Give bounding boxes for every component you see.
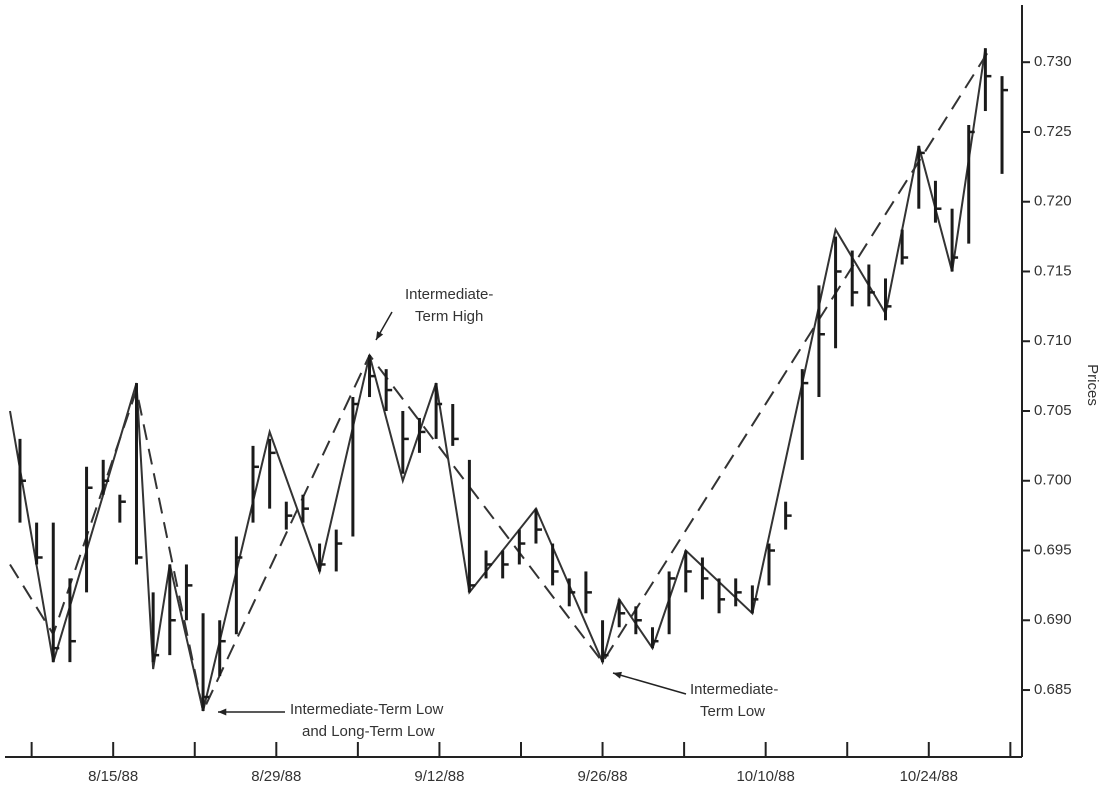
arrow-head bbox=[218, 708, 227, 716]
x-tick-label: 8/29/88 bbox=[251, 768, 301, 785]
annotation: Intermediate-Term Low bbox=[290, 701, 444, 718]
arrow-head bbox=[376, 331, 384, 340]
y-axis-label: Prices bbox=[1084, 364, 1101, 406]
y-tick-label: 0.715 bbox=[1034, 262, 1072, 279]
annotation: Term High bbox=[415, 308, 483, 325]
y-tick-label: 0.725 bbox=[1034, 123, 1072, 140]
x-tick-label: 10/24/88 bbox=[900, 768, 958, 785]
annotation: Intermediate- bbox=[405, 286, 493, 303]
y-tick-label: 0.695 bbox=[1034, 541, 1072, 558]
y-tick-label: 0.690 bbox=[1034, 611, 1072, 628]
annotation: Intermediate- bbox=[690, 681, 778, 698]
x-tick-label: 8/15/88 bbox=[88, 768, 138, 785]
annotation: Term Low bbox=[700, 703, 765, 720]
y-tick-label: 0.710 bbox=[1034, 332, 1072, 349]
x-tick-label: 10/10/88 bbox=[736, 768, 794, 785]
arrow-head bbox=[613, 671, 622, 679]
y-tick-label: 0.700 bbox=[1034, 472, 1072, 489]
y-tick-label: 0.705 bbox=[1034, 402, 1072, 419]
y-tick-label: 0.685 bbox=[1034, 681, 1072, 698]
annotation: and Long-Term Low bbox=[302, 723, 435, 740]
x-tick-label: 9/12/88 bbox=[414, 768, 464, 785]
annotation-arrow bbox=[612, 672, 687, 695]
y-tick-label: 0.730 bbox=[1034, 53, 1072, 70]
x-tick-label: 9/26/88 bbox=[578, 768, 628, 785]
y-tick-label: 0.720 bbox=[1034, 193, 1072, 210]
